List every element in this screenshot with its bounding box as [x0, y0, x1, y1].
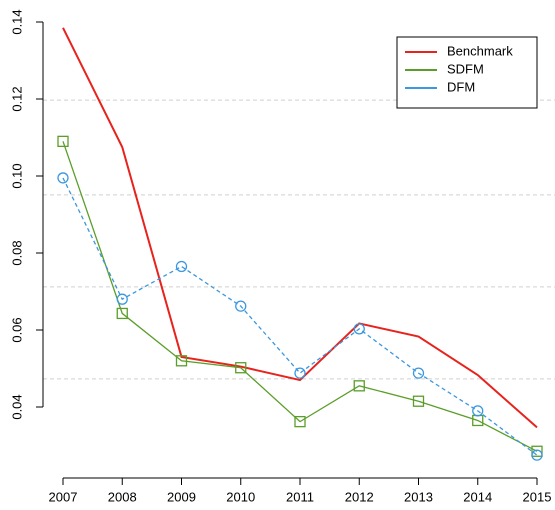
- series-line: [62, 177, 538, 456]
- point: [472, 405, 484, 417]
- point: [175, 355, 188, 367]
- x-tick-label: 2009: [167, 489, 196, 504]
- point: [235, 300, 247, 312]
- x-tick-label: 2014: [463, 489, 492, 504]
- point: [531, 445, 543, 457]
- point: [235, 362, 247, 374]
- point: [294, 367, 306, 379]
- point: [412, 395, 425, 407]
- x-tick-label: 2010: [226, 489, 255, 504]
- point: [116, 307, 128, 320]
- legend-label: DFM: [447, 79, 475, 94]
- point: [353, 323, 365, 335]
- y-tick-label: 0.12: [9, 86, 24, 111]
- x-tick-label: 2012: [345, 489, 374, 504]
- legend-box: [396, 36, 538, 109]
- y-tick-label: 0.14: [9, 9, 24, 34]
- point: [294, 415, 306, 428]
- point: [412, 367, 425, 379]
- legend: Benchmark SDFM DFM: [396, 36, 538, 109]
- legend-label: SDFM: [447, 61, 484, 76]
- point: [531, 449, 543, 461]
- y-tick-label: 0.06: [9, 317, 24, 342]
- y-tick-label: 0.08: [9, 240, 24, 265]
- legend-label: Benchmark: [447, 43, 513, 58]
- point: [116, 293, 128, 305]
- point: [472, 414, 484, 427]
- point: [353, 380, 365, 392]
- x-tick-label: 2015: [523, 489, 552, 504]
- point: [175, 260, 188, 273]
- series-line: [62, 27, 538, 429]
- point: [57, 135, 69, 148]
- y-tick-label: 0.04: [9, 394, 24, 419]
- x-tick-label: 2007: [49, 489, 78, 504]
- y-tick-label: 0.10: [9, 163, 24, 188]
- series-line: [62, 141, 538, 452]
- x-tick-label: 2008: [108, 489, 137, 504]
- x-tick-label: 2011: [286, 489, 314, 504]
- point: [57, 172, 69, 184]
- x-tick-label: 2013: [404, 489, 433, 504]
